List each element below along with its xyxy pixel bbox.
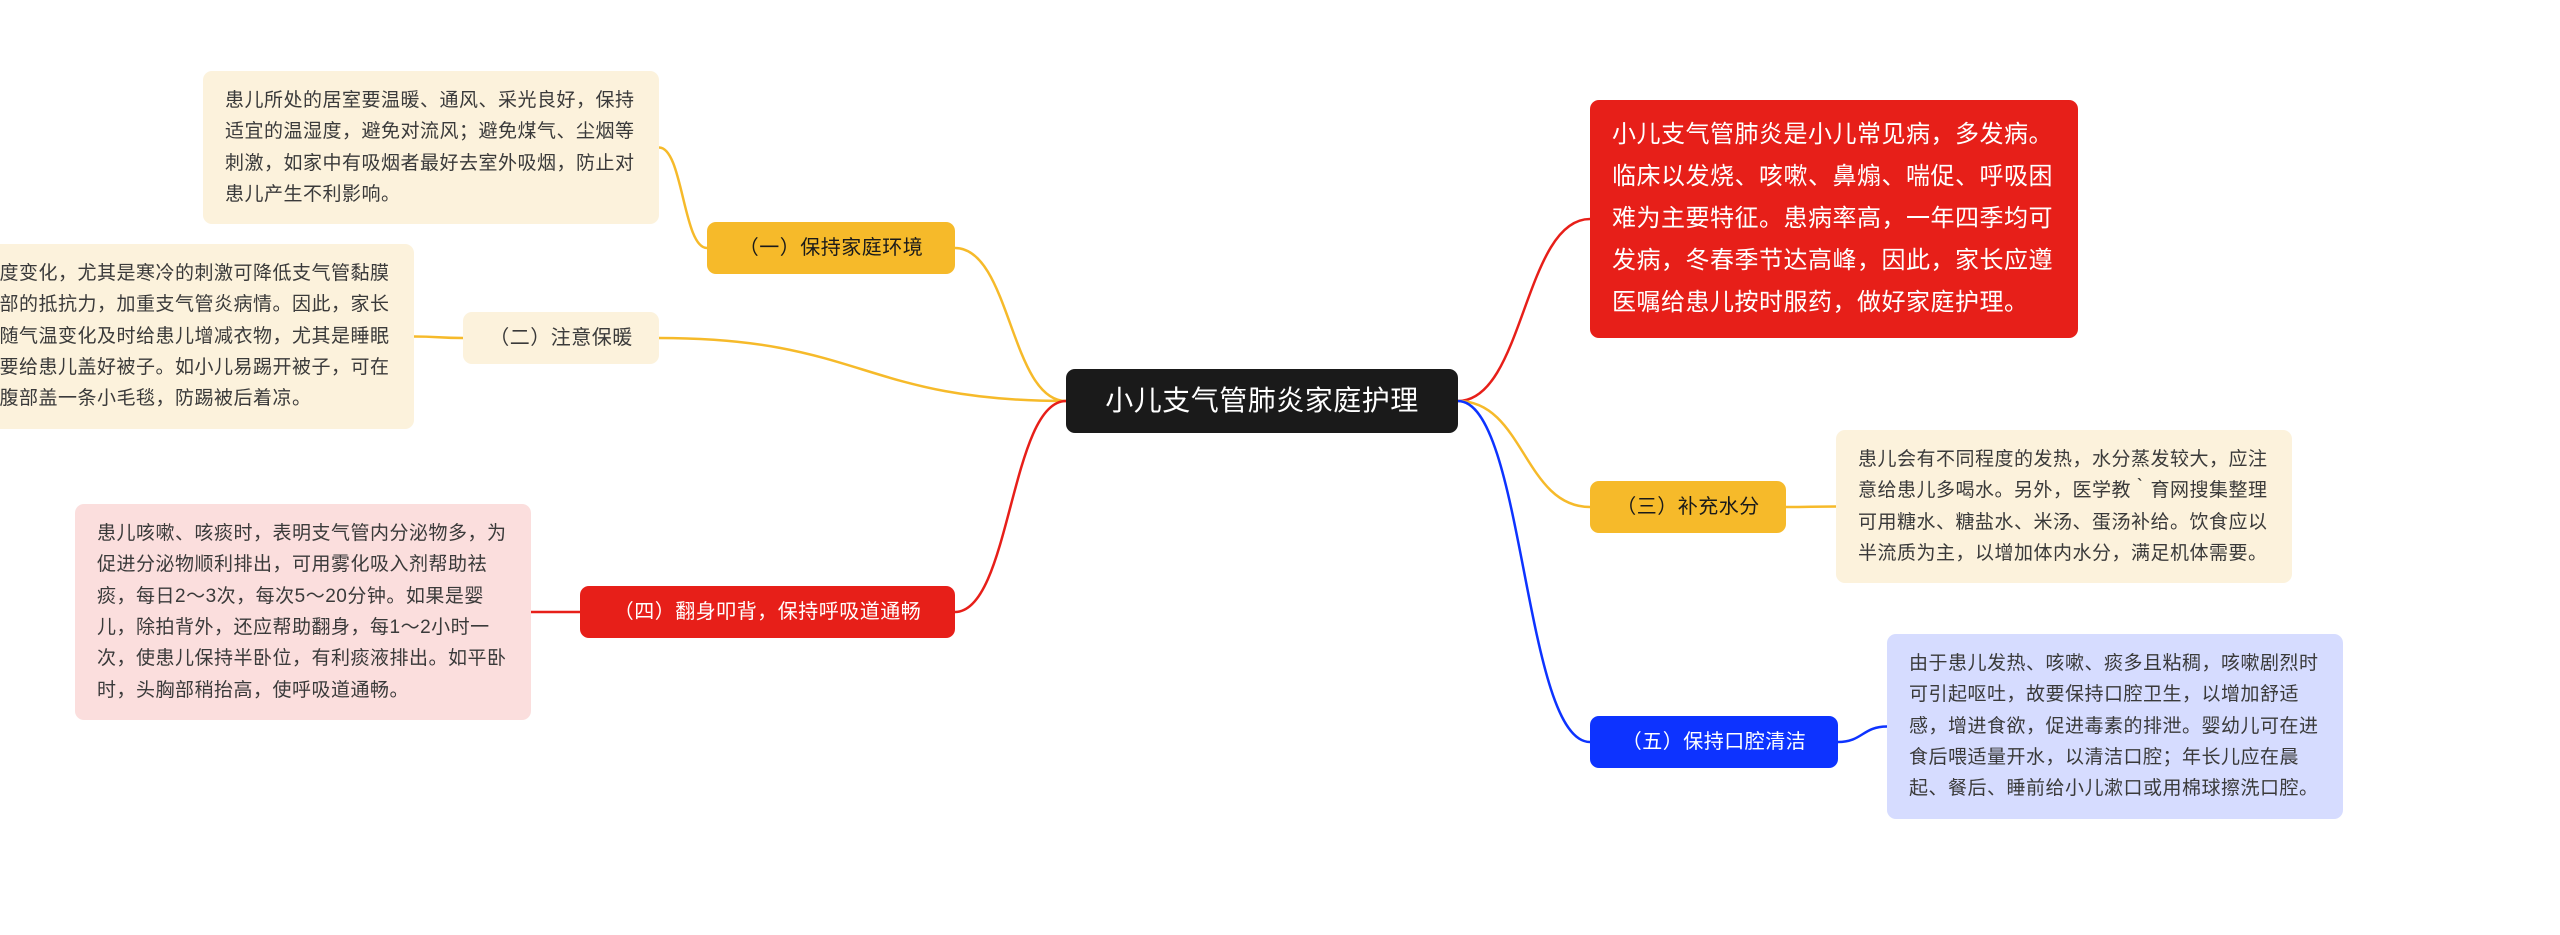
intro-node: 小儿支气管肺炎是小儿常见病，多发病。临床以发烧、咳嗽、鼻煽、喘促、呼吸困难为主要… — [1590, 100, 2078, 338]
leaf-b1: 患儿所处的居室要温暖、通风、采光良好，保持适宜的温湿度，避免对流风；避免煤气、尘… — [203, 71, 659, 224]
branch-b2: （二）注意保暖 — [463, 312, 659, 364]
leaf-b4: 患儿咳嗽、咳痰时，表明支气管内分泌物多，为促进分泌物顺利排出，可用雾化吸入剂帮助… — [75, 504, 531, 720]
branch-b4: （四）翻身叩背，保持呼吸道通畅 — [580, 586, 955, 638]
leaf-b5: 由于患儿发热、咳嗽、痰多且粘稠，咳嗽剧烈时可引起呕吐，故要保持口腔卫生，以增加舒… — [1887, 634, 2343, 819]
center-node: 小儿支气管肺炎家庭护理 — [1066, 369, 1458, 433]
leaf-b3: 患儿会有不同程度的发热，水分蒸发较大，应注意给患儿多喝水。另外，医学教｀育网搜集… — [1836, 430, 2292, 583]
branch-b1: （一）保持家庭环境 — [707, 222, 955, 274]
branch-b5: （五）保持口腔清洁 — [1590, 716, 1838, 768]
branch-b3: （三）补充水分 — [1590, 481, 1786, 533]
leaf-b2: 温度变化，尤其是寒冷的刺激可降低支气管黏膜局部的抵抗力，加重支气管炎病情。因此，… — [0, 244, 414, 429]
